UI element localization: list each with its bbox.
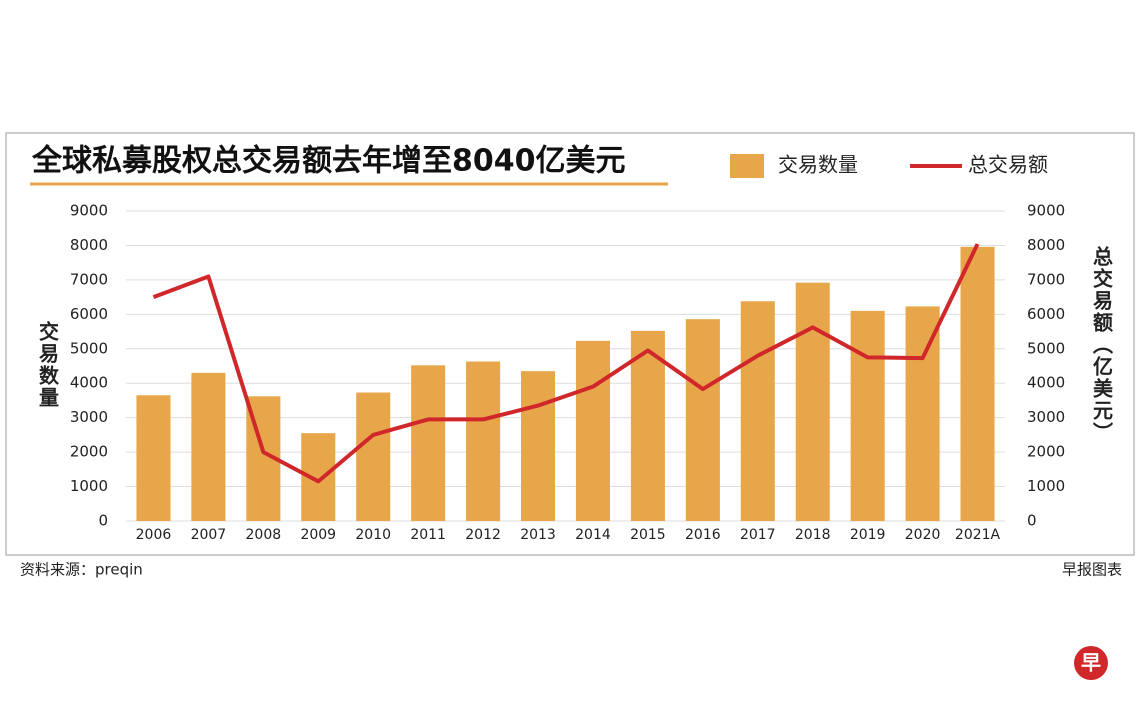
y-tick-label: 1000 (70, 477, 108, 495)
x-tick-label: 2014 (575, 527, 611, 543)
logo: 早 (1081, 651, 1101, 675)
y-tick-label: 6000 (70, 305, 108, 323)
bar (575, 340, 610, 521)
y2-tick-label: 4000 (1027, 374, 1065, 392)
y2-tick-label: 6000 (1027, 305, 1065, 323)
y2-tick-label: 9000 (1027, 202, 1065, 220)
y-tick-label: 9000 (70, 202, 108, 220)
y-tick-label: 2000 (70, 443, 108, 461)
bar (960, 246, 995, 522)
x-tick-label: 2016 (685, 527, 721, 543)
x-tick-label: 2020 (905, 527, 941, 543)
bar (850, 310, 885, 521)
bar (740, 301, 775, 521)
y2-tick-label: 1000 (1027, 477, 1065, 495)
bar (795, 282, 830, 521)
y-tick-label: 3000 (70, 408, 108, 426)
x-tick-label: 2010 (355, 527, 391, 543)
y-axis-label: 交易数量 (36, 320, 60, 409)
x-tick-label: 2011 (410, 527, 446, 543)
bar (136, 395, 171, 521)
bar (521, 371, 556, 521)
y2-tick-label: 3000 (1027, 408, 1065, 426)
bar (466, 361, 501, 521)
y-tick-label: 8000 (70, 236, 108, 254)
x-tick-label: 2007 (191, 527, 227, 543)
credit: 早报图表 (1062, 561, 1122, 579)
bar (411, 365, 446, 521)
y2-tick-label: 5000 (1027, 339, 1065, 357)
chart-title: 全球私募股权总交易额去年增至8040亿美元 (31, 144, 626, 179)
bar (356, 392, 391, 521)
x-tick-label: 2021A (955, 527, 1001, 543)
x-tick-label: 2009 (300, 527, 336, 543)
y-tick-label: 0 (98, 512, 108, 530)
x-tick-label: 2006 (136, 527, 172, 543)
x-tick-label: 2008 (246, 527, 282, 543)
y2-tick-label: 0 (1027, 512, 1037, 530)
x-tick-label: 2015 (630, 527, 666, 543)
x-tick-label: 2019 (850, 527, 886, 543)
bar (630, 330, 665, 521)
y-tick-label: 7000 (70, 270, 108, 288)
legend-label: 总交易额 (968, 153, 1048, 177)
x-tick-label: 2017 (740, 527, 776, 543)
y2-tick-label: 7000 (1027, 270, 1065, 288)
x-tick-label: 2013 (520, 527, 556, 543)
bar (905, 306, 940, 521)
legend-label: 交易数量 (778, 153, 858, 177)
bar (685, 319, 720, 521)
line (152, 243, 980, 484)
y2-tick-label: 2000 (1027, 443, 1065, 461)
y-tick-label: 5000 (70, 339, 108, 357)
y2-tick-label: 8000 (1027, 236, 1065, 254)
y-tick-label: 4000 (70, 374, 108, 392)
bar (191, 372, 226, 521)
logo-badge (1074, 646, 1108, 680)
x-tick-label: 2012 (465, 527, 501, 543)
y2-axis-label: 总交易额（亿美元） (1090, 245, 1114, 444)
x-tick-label: 2018 (795, 527, 831, 543)
source: 资料来源：preqin (20, 561, 143, 579)
legend-swatch (730, 154, 764, 178)
